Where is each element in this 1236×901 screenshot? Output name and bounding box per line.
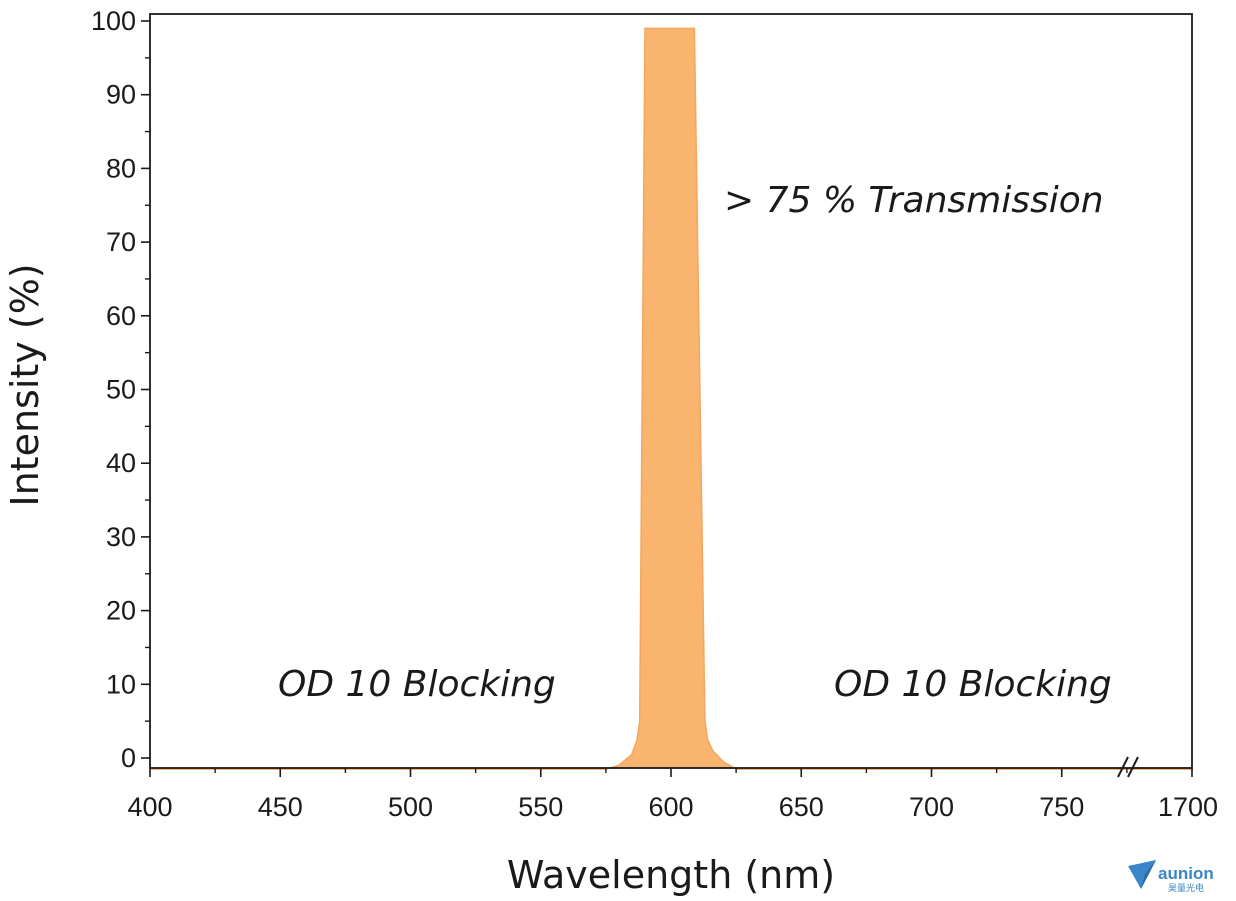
transmission-annotation: > 75 % Transmission bbox=[724, 180, 1104, 221]
x-tick-label: 600 bbox=[648, 792, 693, 822]
y-tick-label: 80 bbox=[106, 153, 136, 183]
axis-break-mark bbox=[1117, 756, 1139, 778]
y-axis: 0 10 20 30 40 50 60 70 80 90 100 bbox=[91, 6, 150, 773]
logo-subtitle: 昊量光电 bbox=[1168, 882, 1204, 894]
x-tick-label: 500 bbox=[388, 792, 433, 822]
x-tick-label: 750 bbox=[1039, 792, 1084, 822]
y-tick-label: 0 bbox=[121, 743, 136, 773]
transmission-area bbox=[149, 27, 1193, 770]
y-tick-label: 70 bbox=[106, 227, 136, 257]
logo-name: aunion bbox=[1158, 864, 1214, 883]
y-axis-title: Intensity (%) bbox=[3, 263, 47, 506]
y-tick-label: 60 bbox=[106, 301, 136, 331]
y-tick-label: 10 bbox=[106, 669, 136, 699]
brand-logo: aunion 昊量光电 bbox=[1128, 860, 1214, 894]
x-tick-label: 450 bbox=[258, 792, 303, 822]
x-axis-title: Wavelength (nm) bbox=[507, 853, 835, 897]
x-tick-label: 550 bbox=[518, 792, 563, 822]
y-tick-label: 20 bbox=[106, 596, 136, 626]
paper-plane-icon bbox=[1128, 860, 1156, 889]
x-tick-label: 650 bbox=[779, 792, 824, 822]
x-tick-label: 1700 bbox=[1158, 792, 1218, 822]
x-tick-label: 700 bbox=[909, 792, 954, 822]
y-tick-label: 90 bbox=[106, 80, 136, 110]
blocking-annotation-right: OD 10 Blocking bbox=[834, 664, 1112, 705]
x-axis: 400 450 500 550 600 650 700 750 1700 bbox=[127, 768, 1218, 822]
y-tick-label: 30 bbox=[106, 522, 136, 552]
blocking-annotation-left: OD 10 Blocking bbox=[278, 664, 556, 705]
y-tick-label: 50 bbox=[106, 375, 136, 405]
y-tick-label: 40 bbox=[106, 448, 136, 478]
x-tick-label: 400 bbox=[127, 792, 172, 822]
y-tick-label: 100 bbox=[91, 6, 136, 36]
